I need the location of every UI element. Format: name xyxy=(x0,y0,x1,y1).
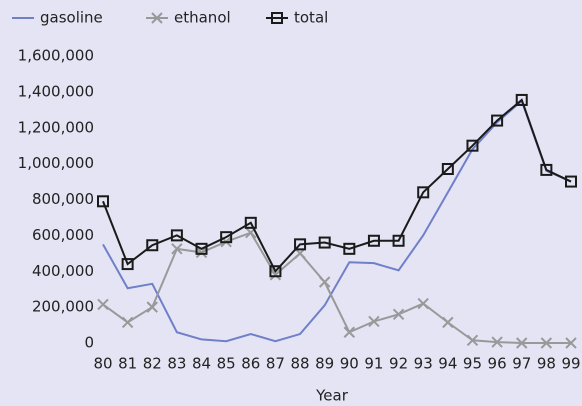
point-marker xyxy=(442,316,454,329)
x-tick-label: 90 xyxy=(340,355,359,373)
x-tick-label: 91 xyxy=(364,355,383,373)
point-marker xyxy=(318,236,331,249)
point-marker xyxy=(171,243,183,255)
x-tick-label: 87 xyxy=(266,355,285,373)
legend-label: ethanol xyxy=(174,9,231,27)
point-marker xyxy=(97,298,109,311)
y-tick-label: 800,000 xyxy=(32,190,94,208)
x-tick-label: 83 xyxy=(167,355,186,373)
point-marker xyxy=(540,337,553,349)
y-tick-label: 0 xyxy=(84,334,94,352)
x-tick-label: 92 xyxy=(389,355,408,373)
y-tick-label: 1,400,000 xyxy=(18,82,94,100)
x-tick-label: 82 xyxy=(143,355,162,373)
point-marker xyxy=(244,216,257,229)
x-tick-label: 89 xyxy=(315,355,334,373)
y-tick-label: 1,000,000 xyxy=(18,154,94,172)
x-tick-label: 97 xyxy=(512,355,531,373)
series-line xyxy=(102,99,572,343)
legend-marker xyxy=(271,12,283,24)
x-tick-label: 99 xyxy=(561,355,580,373)
point-marker xyxy=(515,93,528,106)
y-tick-label: 1,600,000 xyxy=(18,47,94,65)
point-marker xyxy=(491,114,504,127)
x-tick-label: 94 xyxy=(438,355,457,373)
legend-marker xyxy=(151,12,163,24)
y-tick-label: 600,000 xyxy=(32,226,94,244)
legend-label: total xyxy=(294,9,328,27)
x-tick-label: 86 xyxy=(241,355,260,373)
point-marker xyxy=(491,336,503,348)
x-tick-label: 81 xyxy=(118,355,137,373)
point-marker xyxy=(392,308,405,321)
x-axis-label: Year xyxy=(315,387,349,405)
point-marker xyxy=(121,258,134,271)
point-marker xyxy=(220,231,233,244)
legend-label: gasoline xyxy=(40,9,103,27)
point-marker xyxy=(97,195,109,208)
point-marker xyxy=(146,301,158,313)
point-marker xyxy=(294,238,307,251)
x-tick-label: 95 xyxy=(463,355,482,373)
point-marker xyxy=(540,163,553,176)
point-marker xyxy=(367,234,380,247)
x-tick-label: 84 xyxy=(192,355,211,373)
point-marker xyxy=(195,246,208,259)
point-marker xyxy=(195,242,208,255)
x-tick-label: 80 xyxy=(93,355,112,373)
point-marker xyxy=(466,334,479,347)
series-line xyxy=(102,231,571,344)
y-tick-label: 200,000 xyxy=(32,298,94,316)
x-tick-label: 88 xyxy=(291,355,310,373)
point-marker xyxy=(343,326,356,338)
point-marker xyxy=(516,337,528,349)
point-marker xyxy=(269,265,282,278)
point-marker xyxy=(318,276,331,288)
point-marker xyxy=(565,175,577,188)
point-marker xyxy=(441,163,454,176)
point-marker xyxy=(466,139,479,152)
point-marker xyxy=(343,242,356,255)
x-tick-label: 98 xyxy=(537,355,556,373)
point-marker xyxy=(417,186,430,199)
point-marker xyxy=(269,269,282,281)
point-marker xyxy=(565,337,577,349)
x-tick-label: 85 xyxy=(217,355,236,373)
x-tick-label: 96 xyxy=(488,355,507,373)
point-marker xyxy=(146,239,159,252)
point-marker xyxy=(121,316,134,329)
point-marker xyxy=(170,229,183,242)
x-tick-label: 93 xyxy=(414,355,433,373)
point-marker xyxy=(417,297,429,310)
y-tick-label: 400,000 xyxy=(32,262,94,280)
point-marker xyxy=(392,234,405,247)
point-marker xyxy=(368,315,380,328)
y-tick-label: 1,200,000 xyxy=(18,118,94,136)
